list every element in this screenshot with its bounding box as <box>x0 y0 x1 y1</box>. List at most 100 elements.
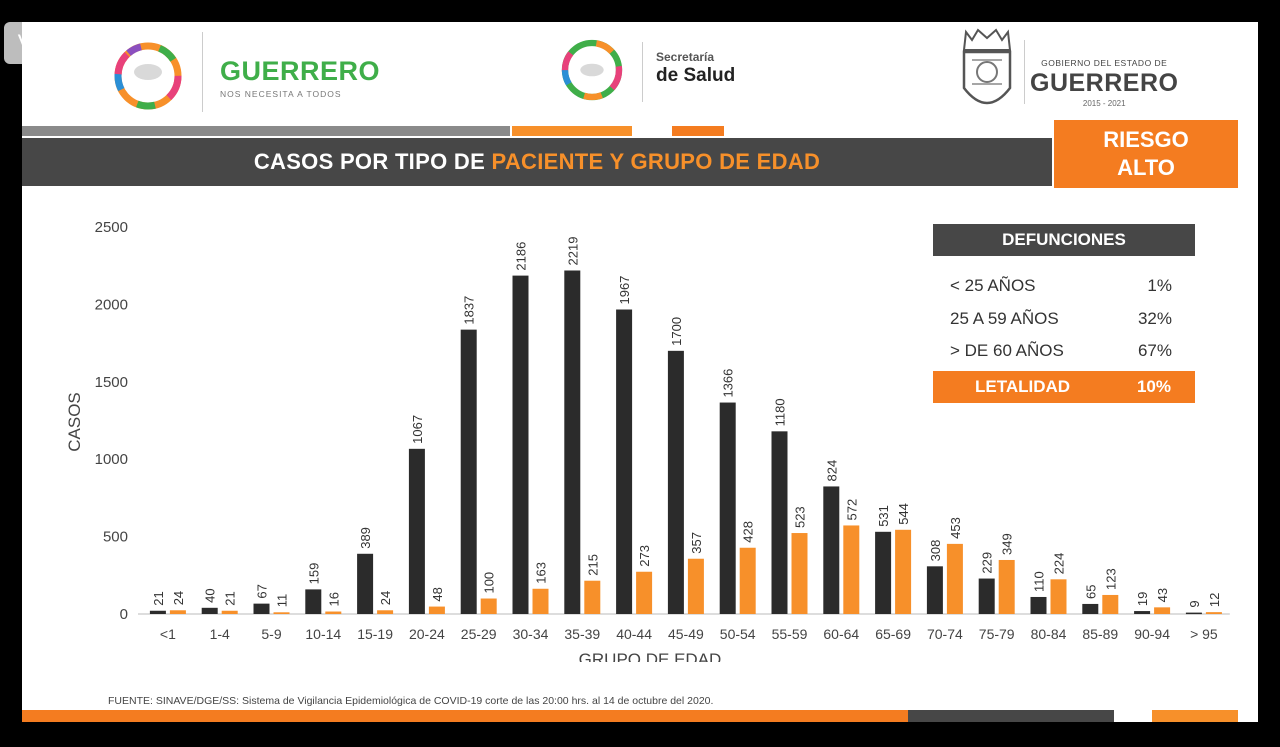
brand-name: GUERRERO <box>220 56 381 86</box>
risk-line1: RIESGO <box>1103 127 1189 152</box>
data-label: 357 <box>689 532 704 554</box>
top-stripe <box>672 126 724 136</box>
gov-years: 2015 - 2021 <box>1082 99 1126 108</box>
data-label: 428 <box>741 521 756 543</box>
data-label: 110 <box>1032 571 1047 592</box>
y-tick-label: 1000 <box>95 451 128 468</box>
data-label: 21 <box>223 591 238 605</box>
page-title: CASOS POR TIPO DE PACIENTE Y GRUPO DE ED… <box>22 138 1052 186</box>
data-label: 123 <box>1103 568 1118 590</box>
source-note: FUENTE: SINAVE/DGE/SS: Sistema de Vigila… <box>108 695 714 707</box>
bar-ambulatorio <box>978 578 995 614</box>
bottom-stripe <box>22 710 908 722</box>
deaths-table-header: DEFUNCIONES <box>933 224 1195 256</box>
bar-ambulatorio <box>823 486 840 614</box>
data-label: 1837 <box>462 296 477 325</box>
bar-ambulatorio <box>1134 611 1151 614</box>
bar-hospitalizado <box>273 612 290 614</box>
bar-ambulatorio <box>771 431 788 614</box>
bar-ambulatorio <box>201 607 218 614</box>
data-label: 824 <box>824 460 839 482</box>
y-tick-label: 500 <box>103 529 128 546</box>
data-label: 40 <box>203 588 218 602</box>
bar-ambulatorio <box>564 270 581 614</box>
bar-hospitalizado <box>1154 607 1171 614</box>
data-label: 159 <box>306 563 321 585</box>
bar-hospitalizado <box>169 610 186 614</box>
bar-ambulatorio <box>667 350 684 614</box>
health-line1: Secretaría <box>656 50 715 64</box>
state-seal-logo <box>962 28 1012 105</box>
bar-ambulatorio <box>616 309 633 614</box>
health-secretariat: Secretaría de Salud <box>656 50 735 87</box>
y-axis-label: CASOS <box>65 392 84 452</box>
top-stripe <box>512 126 632 136</box>
gov-line1: GOBIERNO DEL ESTADO DE <box>1041 58 1168 68</box>
bar-hospitalizado <box>843 525 860 614</box>
bar-hospitalizado <box>532 588 549 614</box>
presentation-slide: GUERRERO NOS NECESITA A TODOS Secretaría… <box>22 22 1258 722</box>
deaths-row-label: > DE 60 AÑOS <box>950 341 1064 360</box>
x-tick-label: 35-39 <box>564 626 600 642</box>
salud-ring-logo <box>561 39 623 101</box>
data-label: 224 <box>1052 553 1067 575</box>
deaths-row-value: 1% <box>1147 276 1172 295</box>
data-label: 21 <box>151 591 166 605</box>
health-line2: de Salud <box>656 65 736 86</box>
x-tick-label: 5-9 <box>261 626 281 642</box>
x-tick-label: > 95 <box>1190 626 1218 642</box>
lethality-row: LETALIDAD 10% <box>933 371 1195 403</box>
bar-hospitalizado <box>325 611 342 614</box>
risk-badge: RIESGO ALTO <box>1054 120 1238 188</box>
bar-hospitalizado <box>791 533 808 614</box>
bar-hospitalizado <box>1050 579 1067 614</box>
bar-ambulatorio <box>926 566 943 614</box>
gov-line2: GUERRERO <box>1030 69 1179 97</box>
data-label: 229 <box>980 552 995 574</box>
data-label: 273 <box>637 545 652 567</box>
x-tick-label: 45-49 <box>668 626 704 642</box>
title-part1: CASOS POR TIPO DE <box>253 149 492 174</box>
data-label: 2186 <box>514 242 529 271</box>
bar-ambulatorio <box>1082 603 1099 614</box>
data-label: 163 <box>534 562 549 584</box>
x-tick-label: 20-24 <box>409 626 445 642</box>
deaths-row-label: 25 A 59 AÑOS <box>950 309 1059 328</box>
data-label: 1067 <box>410 415 425 444</box>
x-tick-label: 60-64 <box>823 626 859 642</box>
bottom-stripe <box>1152 710 1238 722</box>
data-label: 48 <box>430 587 445 601</box>
x-axis-label: GRUPO DE EDAD <box>579 650 722 662</box>
bar-hospitalizado <box>1205 612 1222 614</box>
brand-tagline: NOS NECESITA A TODOS <box>220 89 342 99</box>
bar-ambulatorio <box>460 329 477 614</box>
data-label: 2219 <box>565 237 580 266</box>
data-label: 100 <box>482 572 497 594</box>
bottom-stripe <box>908 710 1114 722</box>
x-tick-label: 50-54 <box>720 626 756 642</box>
deaths-row: > DE 60 AÑOS 67% <box>950 340 1196 362</box>
bar-ambulatorio <box>1185 612 1202 615</box>
bar-hospitalizado <box>636 571 653 614</box>
x-tick-label: 90-94 <box>1134 626 1170 642</box>
data-label: 453 <box>948 517 963 539</box>
x-tick-label: 80-84 <box>1031 626 1067 642</box>
title-band: CASOS POR TIPO DE PACIENTE Y GRUPO DE ED… <box>22 138 1052 186</box>
data-label: 9 <box>1187 600 1202 607</box>
x-tick-label: 70-74 <box>927 626 963 642</box>
bar-hospitalizado <box>1102 594 1119 614</box>
deaths-row: 25 A 59 AÑOS 32% <box>950 308 1196 330</box>
data-label: 65 <box>1083 584 1098 598</box>
bar-ambulatorio <box>357 553 374 614</box>
guerrero-brand: GUERRERO NOS NECESITA A TODOS <box>220 56 380 99</box>
header-divider <box>642 42 643 102</box>
x-tick-label: 30-34 <box>513 626 549 642</box>
data-label: 1366 <box>721 369 736 398</box>
x-tick-label: 85-89 <box>1082 626 1118 642</box>
data-label: 349 <box>1000 533 1015 555</box>
data-label: 19 <box>1135 592 1150 606</box>
bar-hospitalizado <box>895 529 912 614</box>
bar-hospitalizado <box>998 559 1015 614</box>
data-label: 1967 <box>617 276 632 305</box>
lethality-label: LETALIDAD <box>975 377 1071 396</box>
